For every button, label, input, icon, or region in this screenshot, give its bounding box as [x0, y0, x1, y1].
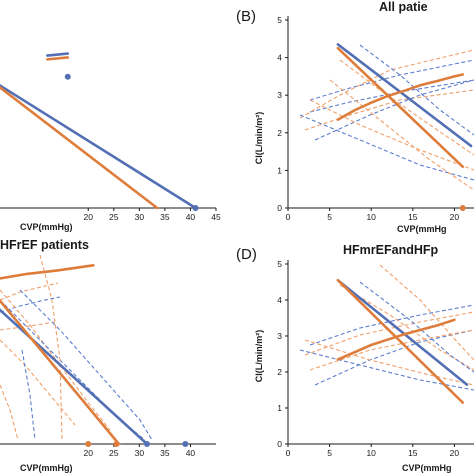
panel-c-marker-2: [144, 441, 150, 447]
panel-d-y-tick-label-4: 4: [277, 295, 282, 305]
panel-b-series-2: [336, 73, 465, 121]
panel-a-xlabel: CVP(mmHg): [20, 222, 73, 232]
panel-d-x-tick-label-0: 0: [286, 448, 291, 458]
panel-b-title: All patie: [379, 0, 428, 14]
panel-c-marker-3: [182, 441, 189, 447]
ci-band-d-7: [359, 281, 474, 373]
panel-d-x-tick-label-3: 15: [408, 448, 418, 458]
panel-a-series-0: [0, 83, 197, 210]
panel-c-x-tick-label-0: 20: [83, 448, 93, 458]
panel-b-x-tick-label-1: 5: [327, 212, 332, 222]
panel-a-x-tick-label-4: 40: [186, 212, 196, 222]
ci-band-c-2: [0, 321, 56, 331]
panel-b-y-tick-label-2: 2: [277, 128, 282, 138]
panel-c-x-tick-label-2: 30: [135, 448, 145, 458]
panel-b-marker-0: [459, 205, 466, 211]
panel-b-x-tick-label-2: 10: [366, 212, 376, 222]
ci-band-d-0: [309, 304, 474, 346]
panel-a-marker-1: [192, 205, 199, 211]
panel-b-y-tick-label-0: 0: [277, 203, 282, 213]
panel-b-xlabel: CVP(mmHg: [397, 224, 447, 234]
panel-d-x-tick-label-2: 10: [366, 448, 376, 458]
panel-c-series-2: [0, 264, 95, 280]
ci-band-b-1: [309, 79, 474, 113]
panel-d-xlabel: CVP(mmHg: [402, 463, 452, 473]
ci-band-c-1: [0, 296, 61, 313]
panel-b-y-tick-label-1: 1: [277, 165, 282, 175]
panel-a-x-tick-label-2: 30: [135, 212, 145, 222]
ci-band-b-5: [309, 99, 474, 171]
panel-d-x-tick-label-4: 20: [450, 448, 460, 458]
panel-b-letter: (B): [236, 8, 256, 25]
panel-a-series-2: [46, 52, 70, 57]
ci-band-d-3: [309, 329, 474, 371]
ci-band-c-4: [0, 299, 146, 441]
panel-a-marker-0: [64, 73, 71, 80]
panel-b-series-1: [336, 46, 465, 168]
panel-d-y-tick-label-0: 0: [277, 439, 282, 449]
panel-c-x-tick-label-1: 25: [109, 448, 119, 458]
panel-d-x-tick-label-1: 5: [327, 448, 332, 458]
ci-band-c-0: [0, 282, 59, 301]
panel-c-x-tick-label-3: 35: [160, 448, 170, 458]
panel-d-title: HFmrEFandHFp: [343, 243, 439, 257]
ci-band-c-7: [39, 254, 63, 441]
panel-d-y-tick-label-5: 5: [277, 259, 282, 269]
ci-band-d-1: [304, 311, 474, 356]
panel-a-x-tick-label-1: 25: [109, 212, 119, 222]
ci-band-c-8: [21, 349, 36, 441]
panel-b-y-tick-label-3: 3: [277, 90, 282, 100]
panel-c-xlabel: CVP(mmHg): [20, 463, 73, 473]
panel-c-x-tick-label-4: 40: [186, 448, 196, 458]
ci-band-b-3: [304, 89, 474, 131]
ci-band-b-6: [299, 114, 474, 181]
panel-b-x-tick-label-4: 20: [450, 212, 460, 222]
panel-d-y-tick-label-2: 2: [277, 367, 282, 377]
panel-d-series-1: [336, 278, 465, 404]
panel-c-title: HFrEF patients: [0, 238, 89, 252]
ci-band-c-5: [0, 339, 76, 426]
ci-band-b-7: [339, 59, 474, 156]
ci-band-c-3: [0, 289, 111, 431]
ci-band-b-8: [359, 44, 474, 136]
ci-band-c-9: [0, 384, 19, 441]
ci-band-c-6: [19, 289, 153, 441]
panel-b-ylabel: CI(L/min/m²): [254, 112, 264, 165]
panel-c-marker-0: [85, 441, 92, 447]
panel-a-x-tick-label-3: 35: [160, 212, 170, 222]
panel-c-series-1: [0, 298, 121, 446]
ci-band-b-2: [299, 49, 474, 119]
ci-band-b-0: [309, 59, 474, 101]
panel-d-letter: (D): [236, 246, 257, 263]
panel-a-series-3: [46, 56, 70, 61]
ci-band-d-8: [379, 264, 474, 361]
panel-d-y-tick-label-3: 3: [277, 331, 282, 341]
panel-a-x-tick-label-5: 45: [211, 212, 221, 222]
panel-d-y-tick-label-1: 1: [277, 403, 282, 413]
panel-b-y-tick-label-5: 5: [277, 15, 282, 25]
ci-band-d-4: [299, 349, 474, 391]
panel-c-series-0: [0, 308, 149, 446]
panel-a-series-1: [0, 85, 159, 210]
panel-b-x-tick-label-3: 15: [408, 212, 418, 222]
panel-c-marker-1: [113, 441, 120, 447]
panel-d-series-2: [336, 318, 456, 361]
panel-b-x-tick-label-0: 0: [286, 212, 291, 222]
panel-a-x-tick-label-0: 20: [83, 212, 93, 222]
panel-d-series-0: [336, 278, 469, 386]
ci-band-b-4: [314, 79, 474, 141]
panel-b-series-0: [336, 43, 473, 148]
panel-b-y-tick-label-4: 4: [277, 53, 282, 63]
panel-d-ylabel: CI(L/min/m²): [254, 330, 264, 383]
ci-band-d-5: [304, 339, 474, 386]
ci-band-d-2: [314, 329, 474, 386]
